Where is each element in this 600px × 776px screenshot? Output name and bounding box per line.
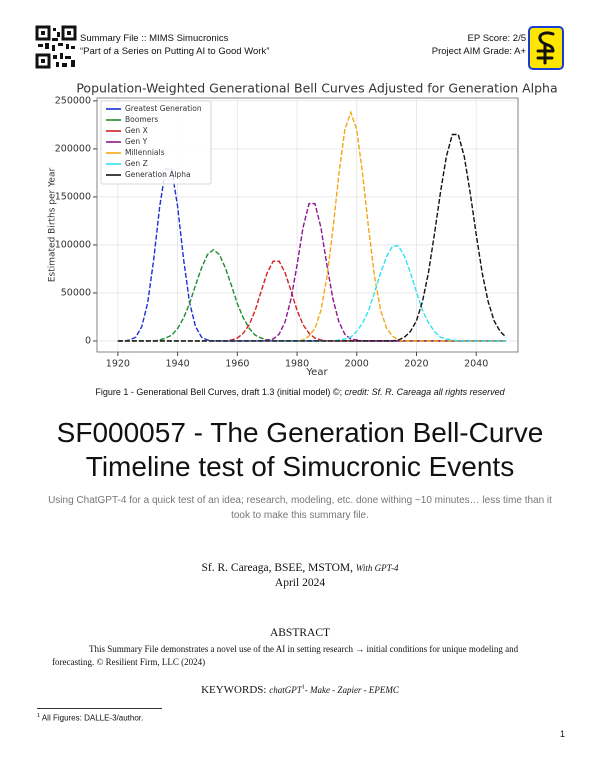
caption-credit: credit: Sf. R. Careaga all rights reserv… bbox=[344, 387, 505, 397]
x-tick-label: 1980 bbox=[285, 359, 309, 370]
x-tick-label: 1940 bbox=[166, 359, 190, 370]
header-left-1: Summary File :: MIMS Simucronics bbox=[80, 33, 229, 44]
document-title: SF000057 - The Generation Bell-Curve Tim… bbox=[56, 417, 544, 482]
keywords-rest: - Make - Zapier - EPEMC bbox=[304, 685, 399, 695]
chart-title: Population-Weighted Generational Bell Cu… bbox=[76, 81, 557, 96]
legend-label: Gen X bbox=[125, 126, 148, 135]
keyword-first: chatGPT bbox=[269, 685, 302, 695]
x-tick-label: 1960 bbox=[225, 359, 249, 370]
plot-frame bbox=[96, 97, 519, 353]
legend-label: Boomers bbox=[125, 115, 158, 124]
series-line bbox=[117, 202, 507, 342]
legend-label: Millennials bbox=[125, 148, 165, 157]
series-line bbox=[117, 133, 507, 342]
legend-label: Gen Y bbox=[125, 137, 148, 146]
page-number: 1 bbox=[559, 729, 565, 739]
y-tick-label: 150000 bbox=[55, 191, 91, 202]
logo bbox=[528, 26, 564, 70]
header-right-1: EP Score: 2/5 bbox=[467, 33, 526, 44]
x-tick-label: 2020 bbox=[404, 359, 428, 370]
footnote-marker: 1 bbox=[37, 713, 41, 719]
legend-label: Generation Alpha bbox=[125, 170, 191, 179]
y-tick-label: 250000 bbox=[55, 95, 91, 106]
series-line bbox=[117, 245, 507, 342]
series-line bbox=[117, 168, 507, 342]
header-graphics bbox=[35, 25, 564, 70]
x-axis-label: Year bbox=[305, 367, 328, 378]
abstract-heading: ABSTRACT bbox=[269, 627, 331, 639]
y-tick-label: 100000 bbox=[55, 239, 91, 250]
y-tick-label: 50000 bbox=[61, 287, 91, 298]
keywords: KEYWORDS: chatGPT1- Make - Zapier - EPEM… bbox=[0, 684, 600, 696]
author-names: Sf. R. Careaga, BSEE, MSTOM, bbox=[201, 562, 356, 574]
header-left-2: “Part of a Series on Putting AI to Good … bbox=[80, 46, 270, 57]
qr-code bbox=[35, 25, 77, 69]
y-tick-label: 0 bbox=[85, 335, 91, 346]
footnote-text: All Figures: DALLE-3/author. bbox=[40, 713, 144, 723]
legend-frame bbox=[100, 100, 212, 185]
keywords-label: KEYWORDS: bbox=[201, 684, 270, 696]
x-tick-label: 2040 bbox=[464, 359, 488, 370]
author-note: With GPT-4 bbox=[355, 563, 399, 573]
caption-text: Figure 1 - Generational Bell Curves, dra… bbox=[95, 387, 345, 397]
x-tick-label: 1920 bbox=[106, 359, 130, 370]
footnote-rule bbox=[37, 708, 162, 709]
footnote-ref: 1 bbox=[301, 684, 305, 691]
legend-label: Gen Z bbox=[125, 159, 148, 168]
y-axis-label: Estimated Births per Year bbox=[48, 168, 58, 283]
footnote: 1 All Figures: DALLE-3/author. bbox=[37, 713, 143, 723]
caption: Figure 1 - Generational Bell Curves, dra… bbox=[0, 387, 600, 397]
x-tick-label: 2000 bbox=[345, 359, 369, 370]
chart: Population-Weighted Generational Bell Cu… bbox=[48, 81, 558, 379]
series-line bbox=[117, 260, 507, 342]
y-tick-label: 200000 bbox=[55, 143, 91, 154]
legend-label: Greatest Generation bbox=[125, 104, 202, 113]
series-line bbox=[117, 248, 507, 342]
header-right-2: Project AIM Grade: A+ bbox=[431, 46, 526, 57]
subtitle: Using ChatGPT-4 for a quick test of an i… bbox=[48, 495, 552, 521]
authors: Sf. R. Careaga, BSEE, MSTOM, With GPT-4 bbox=[0, 562, 600, 574]
abstract-text: This Summary File demonstrates a novel u… bbox=[52, 644, 519, 667]
date: April 2024 bbox=[274, 577, 326, 589]
